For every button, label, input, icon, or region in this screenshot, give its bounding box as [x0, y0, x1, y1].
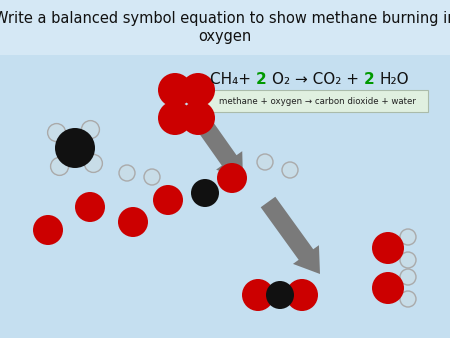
Circle shape — [85, 154, 103, 172]
FancyBboxPatch shape — [206, 90, 428, 112]
Circle shape — [50, 158, 68, 175]
Circle shape — [181, 101, 215, 135]
Circle shape — [282, 162, 298, 178]
Circle shape — [400, 269, 416, 285]
Text: CH₄+: CH₄+ — [210, 72, 256, 88]
Circle shape — [400, 229, 416, 245]
Circle shape — [48, 124, 66, 142]
Text: methane + oxygen → carbon dioxide + water: methane + oxygen → carbon dioxide + wate… — [219, 97, 415, 106]
Circle shape — [75, 192, 105, 222]
Circle shape — [242, 279, 274, 311]
Circle shape — [158, 73, 192, 107]
Bar — [0, 0, 450, 55]
Circle shape — [55, 128, 95, 168]
Circle shape — [400, 291, 416, 307]
Text: O₂ → CO₂ +: O₂ → CO₂ + — [272, 72, 364, 88]
Circle shape — [81, 121, 99, 139]
Circle shape — [372, 232, 404, 264]
Circle shape — [144, 169, 160, 185]
Text: Write a balanced symbol equation to show methane burning in: Write a balanced symbol equation to show… — [0, 10, 450, 25]
Text: oxygen: oxygen — [198, 28, 252, 44]
Text: H₂O: H₂O — [380, 72, 410, 88]
Circle shape — [191, 179, 219, 207]
Text: 2: 2 — [256, 72, 272, 88]
Circle shape — [217, 163, 247, 193]
Circle shape — [33, 215, 63, 245]
Circle shape — [158, 101, 192, 135]
Circle shape — [372, 272, 404, 304]
Circle shape — [257, 154, 273, 170]
FancyArrow shape — [188, 107, 243, 180]
Circle shape — [119, 165, 135, 181]
Circle shape — [400, 252, 416, 268]
Circle shape — [153, 185, 183, 215]
Circle shape — [266, 281, 294, 309]
FancyArrow shape — [261, 197, 320, 274]
Circle shape — [286, 279, 318, 311]
Circle shape — [181, 73, 215, 107]
Text: 2: 2 — [364, 72, 380, 88]
Circle shape — [118, 207, 148, 237]
